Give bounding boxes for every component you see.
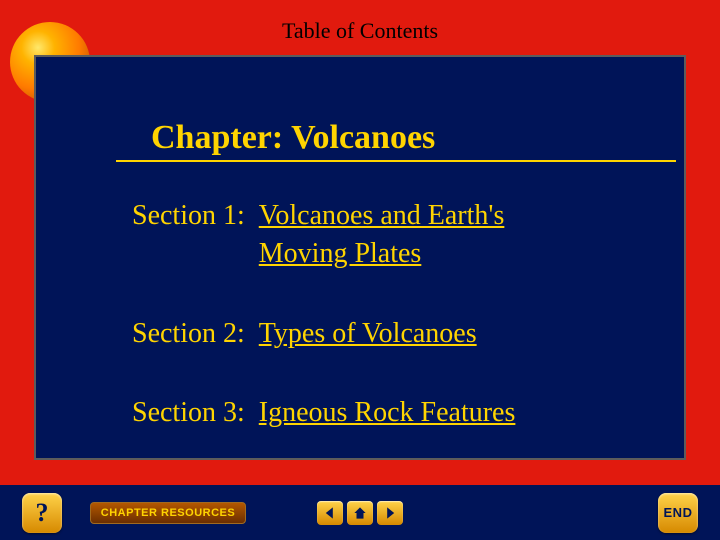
help-button[interactable]: ? — [22, 493, 62, 533]
section-link-1[interactable]: Volcanoes and Earth's Moving Plates — [259, 197, 505, 273]
main-panel: Table of Contents Chapter: Volcanoes Sec… — [0, 0, 720, 485]
chapter-underline — [116, 160, 676, 162]
home-icon — [353, 506, 367, 520]
sections-list: Section 1: Volcanoes and Earth's Moving … — [132, 197, 672, 474]
home-button[interactable] — [347, 501, 373, 525]
page-title: Table of Contents — [0, 18, 720, 44]
end-label: END — [664, 505, 693, 520]
bottom-nav-bar: ? CHAPTER RESOURCES END — [0, 485, 720, 540]
chapter-resources-button[interactable]: CHAPTER RESOURCES — [90, 502, 246, 524]
prev-button[interactable] — [317, 501, 343, 525]
section-label: Section 2: — [132, 315, 259, 353]
end-button[interactable]: END — [658, 493, 698, 533]
section-link-2[interactable]: Types of Volcanoes — [259, 315, 477, 353]
arrow-left-icon — [323, 506, 337, 520]
section-label: Section 1: — [132, 197, 259, 273]
next-button[interactable] — [377, 501, 403, 525]
section-row: Section 3: Igneous Rock Features — [132, 394, 672, 432]
help-icon: ? — [36, 498, 49, 528]
arrow-right-icon — [383, 506, 397, 520]
section-row: Section 2: Types of Volcanoes — [132, 315, 672, 353]
section-label: Section 3: — [132, 394, 259, 432]
arrow-nav-group — [317, 501, 403, 525]
content-box: Chapter: Volcanoes Section 1: Volcanoes … — [34, 55, 686, 460]
section-link-3[interactable]: Igneous Rock Features — [259, 394, 516, 432]
chapter-heading: Chapter: Volcanoes — [151, 119, 435, 157]
section-row: Section 1: Volcanoes and Earth's Moving … — [132, 197, 672, 273]
